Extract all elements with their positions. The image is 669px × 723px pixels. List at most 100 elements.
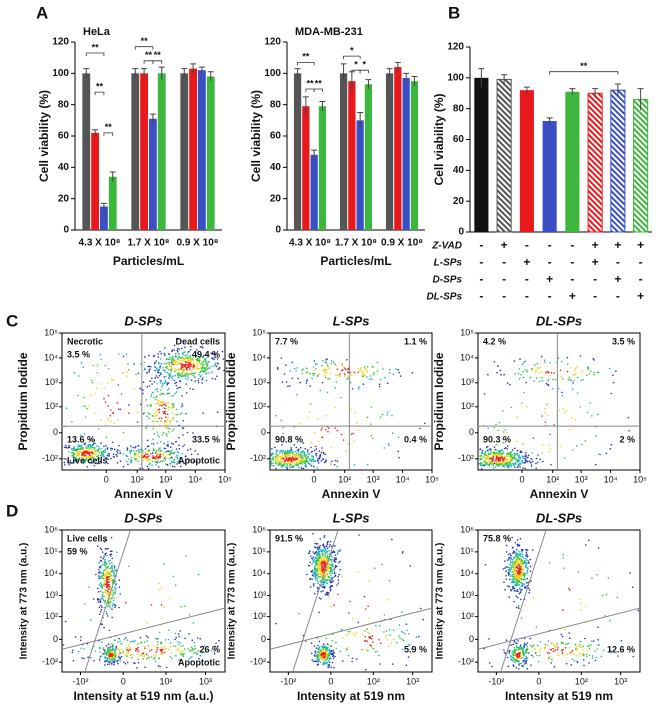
event-dot (200, 375, 202, 377)
event-dot (328, 661, 331, 664)
event-dot (172, 362, 175, 364)
event-dot (137, 658, 139, 660)
event-dot (328, 657, 330, 660)
event-dot (368, 378, 371, 380)
event-dot (92, 364, 95, 367)
event-dot (103, 445, 105, 448)
event-dot (163, 369, 166, 372)
event-dot (584, 439, 587, 442)
event-dot (317, 457, 319, 460)
event-dot (149, 462, 151, 465)
event-dot (164, 354, 166, 356)
event-dot (187, 377, 190, 379)
event-dot (116, 647, 119, 650)
event-dot (587, 411, 589, 414)
event-dot (130, 445, 132, 447)
event-dot (167, 638, 170, 641)
event-dot (311, 569, 314, 572)
event-dot (173, 359, 175, 361)
event-dot (150, 393, 153, 396)
event-dot (111, 562, 113, 564)
event-dot (177, 350, 179, 353)
event-dot (398, 456, 400, 459)
event-dot (109, 602, 112, 604)
x-tick-label: 10⁴ (396, 474, 410, 484)
region-percent: 1.1 % (404, 336, 427, 346)
event-dot (337, 582, 340, 584)
event-dot (151, 377, 153, 380)
event-dot (109, 550, 112, 553)
event-dot (196, 365, 198, 368)
event-dot (129, 655, 132, 657)
event-dot (120, 393, 123, 395)
bar (91, 132, 99, 230)
event-dot (160, 604, 163, 606)
event-dot (524, 360, 526, 363)
event-dot (111, 657, 113, 659)
event-dot (166, 382, 169, 385)
event-dot (209, 367, 211, 369)
event-dot (357, 429, 360, 432)
event-dot (139, 451, 141, 454)
event-dot (97, 545, 99, 548)
event-dot (294, 458, 296, 461)
event-dot (299, 453, 301, 456)
x-tick-label: 10⁴ (604, 474, 618, 484)
event-dot (331, 460, 333, 463)
event-dot (364, 630, 366, 632)
event-dot (192, 368, 195, 370)
event-dot (312, 455, 314, 458)
event-dot (181, 395, 183, 397)
event-dot (156, 420, 159, 423)
event-dot (162, 412, 165, 415)
error-bar (569, 88, 576, 95)
event-dot (279, 458, 282, 461)
event-dot (137, 460, 139, 463)
event-dot (191, 358, 193, 360)
event-dot (103, 595, 105, 598)
event-dot (162, 367, 164, 369)
error-bar (614, 83, 621, 97)
event-dot (490, 456, 493, 459)
event-dot (274, 461, 277, 464)
event-dot (330, 362, 333, 365)
event-dot (104, 580, 106, 582)
y-tick-label: 10³ (45, 377, 58, 387)
event-dot (521, 568, 524, 570)
event-dot (177, 338, 179, 340)
event-dot (501, 465, 504, 468)
event-dot (153, 412, 156, 415)
event-dot (591, 415, 593, 417)
event-dot (174, 584, 177, 586)
event-dot (127, 362, 129, 365)
event-dot (275, 467, 277, 470)
event-dot (107, 417, 110, 420)
y-axis-label: Cell viability (%) (249, 90, 263, 182)
event-dot (128, 412, 130, 415)
table-cell: - (570, 272, 574, 286)
event-dot (628, 430, 630, 432)
event-dot (201, 361, 204, 364)
event-dot (315, 455, 318, 457)
event-dot (159, 420, 162, 423)
event-dot (149, 413, 151, 415)
event-dot (80, 636, 82, 638)
event-dot (105, 577, 108, 579)
event-dot (190, 370, 192, 373)
event-dot (511, 579, 513, 581)
x-tick-label: 1.7 X 10⁸ (128, 238, 170, 249)
event-dot (483, 464, 486, 467)
event-dot (314, 453, 317, 455)
event-dot (520, 662, 522, 665)
event-dot (99, 572, 101, 574)
event-dot (88, 405, 90, 407)
event-dot (507, 553, 510, 556)
event-dot (593, 371, 595, 374)
event-dot (77, 444, 80, 447)
event-dot (595, 656, 597, 659)
event-dot (385, 630, 388, 632)
event-dot (108, 575, 110, 578)
event-dot (328, 550, 330, 552)
event-dot (102, 647, 105, 649)
event-dot (502, 568, 505, 570)
